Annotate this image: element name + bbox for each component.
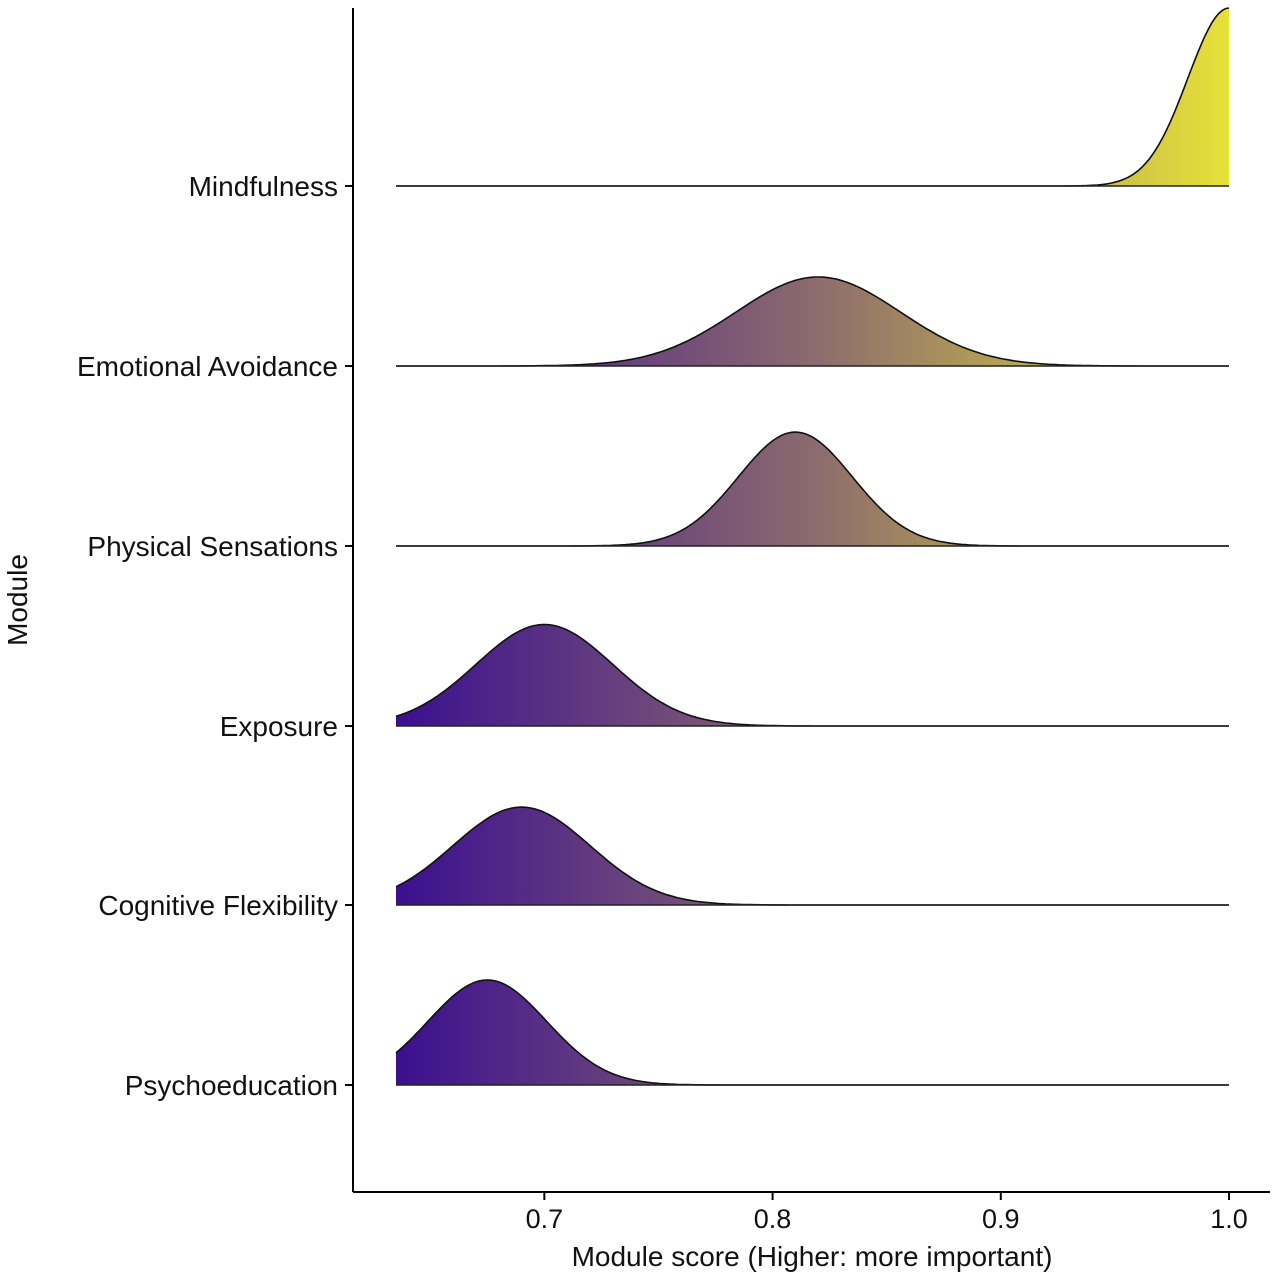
x-axis-title: Module score (Higher: more important) xyxy=(572,1241,1053,1272)
x-axis-ticks: 0.7 0.8 0.9 1.0 xyxy=(526,1192,1248,1234)
y-tick-label: Psychoeducation xyxy=(125,1070,338,1101)
ridge-fill xyxy=(396,807,1229,905)
ridge-fill xyxy=(396,277,1229,366)
y-axis-title: Module xyxy=(2,554,33,646)
y-tick-label: Cognitive Flexibility xyxy=(98,890,338,921)
ridge-fill xyxy=(396,980,1229,1085)
y-tick-label: Mindfulness xyxy=(189,171,338,202)
ridges-layer xyxy=(395,7,1230,1086)
ridge-outline xyxy=(396,7,1230,187)
y-tick-label: Exposure xyxy=(220,711,338,742)
ridge-cognitive-flexibility xyxy=(395,806,1229,906)
x-tick-label: 1.0 xyxy=(1210,1204,1248,1234)
y-tick-label: Physical Sensations xyxy=(87,531,338,562)
y-axis-ticks: Mindfulness Emotional Avoidance Physical S… xyxy=(77,171,353,1101)
ridge-fill xyxy=(396,432,1229,546)
x-tick-label: 0.7 xyxy=(526,1204,564,1234)
ridge-fill xyxy=(396,8,1229,186)
ridge-fill xyxy=(396,624,1229,726)
ridge-physical-sensations xyxy=(396,431,1229,547)
y-tick-label: Emotional Avoidance xyxy=(77,351,338,382)
ridge-emotional-avoidance xyxy=(396,276,1229,367)
ridge-exposure xyxy=(395,623,1229,727)
ridge-mindfulness xyxy=(396,7,1230,187)
ridge-psychoeducation xyxy=(395,979,1229,1086)
x-tick-label: 0.9 xyxy=(982,1204,1020,1234)
x-tick-label: 0.8 xyxy=(754,1204,792,1234)
